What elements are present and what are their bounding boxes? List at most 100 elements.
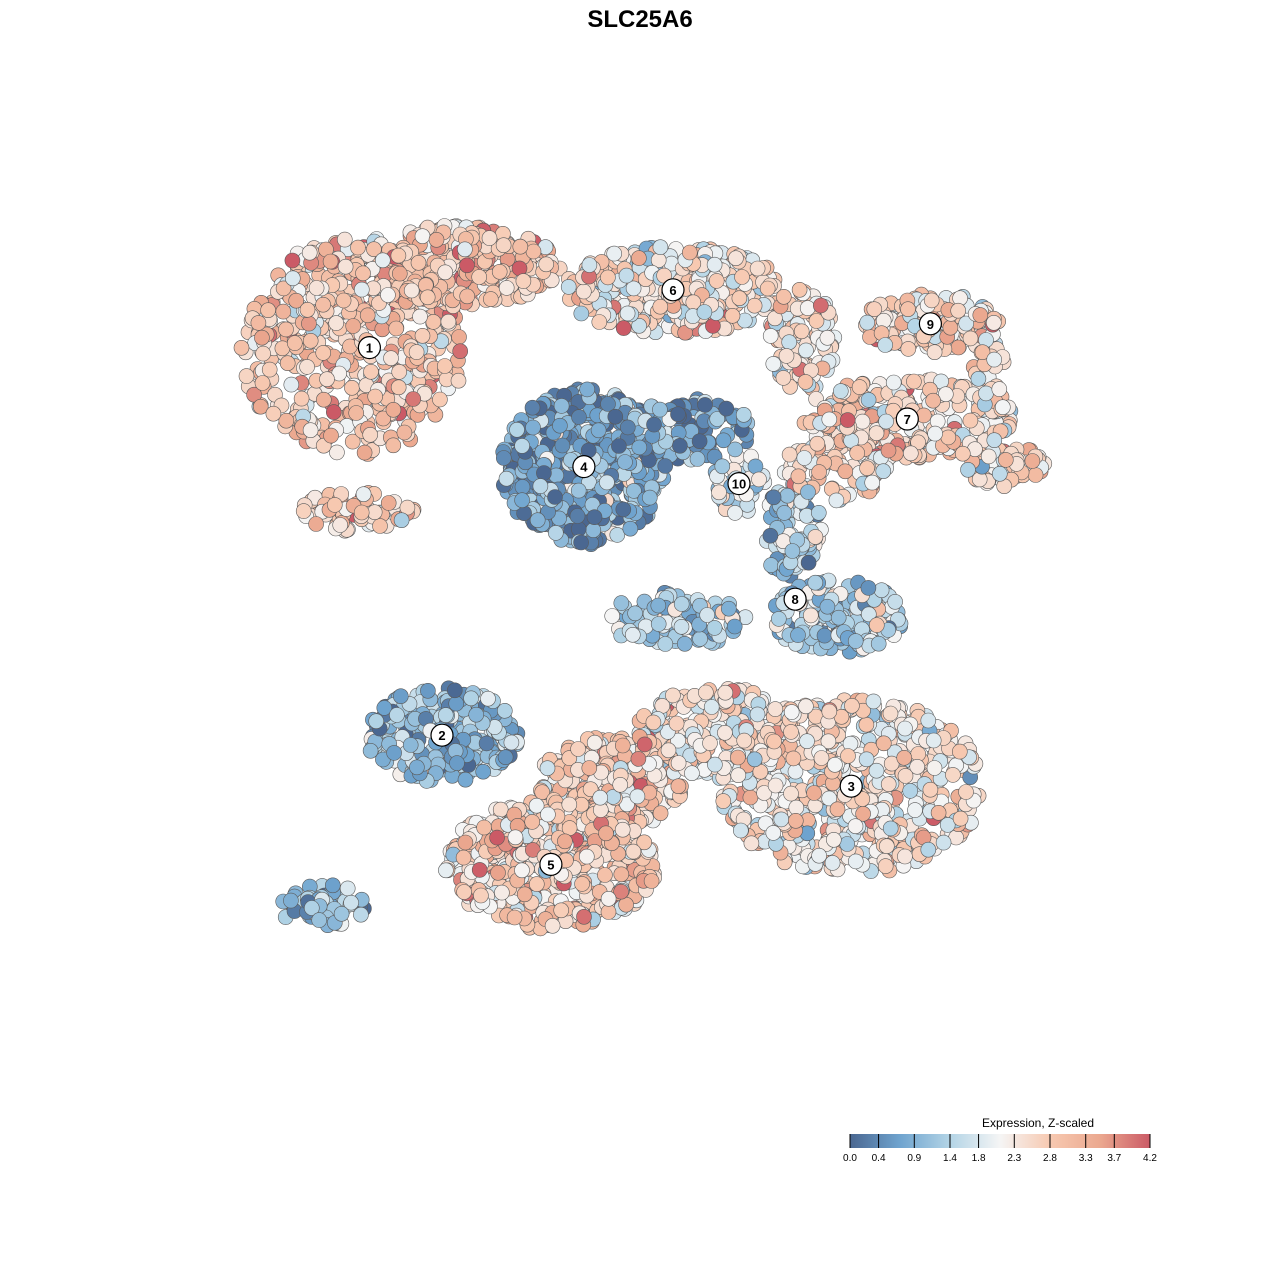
cluster-label-badge (572, 455, 596, 479)
data-point (503, 734, 520, 751)
data-point (598, 825, 614, 842)
data-point (607, 408, 624, 425)
data-point (829, 801, 846, 818)
data-point (860, 580, 877, 596)
data-point (868, 617, 885, 633)
data-point (516, 886, 533, 903)
data-point (412, 308, 428, 325)
cluster-label-text: 5 (547, 857, 554, 872)
data-point (783, 704, 800, 720)
data-point (463, 690, 479, 707)
data-point (860, 606, 877, 623)
data-point (436, 358, 453, 374)
data-point (763, 557, 779, 573)
data-point (254, 375, 271, 391)
data-point (718, 400, 735, 417)
data-point (950, 302, 967, 319)
cluster-label-2: 2 (430, 723, 454, 747)
data-point (706, 620, 723, 636)
data-point (868, 425, 885, 442)
data-point (393, 512, 410, 529)
data-point (260, 302, 276, 319)
data-point (353, 906, 369, 923)
data-point (897, 848, 913, 865)
data-point (390, 247, 407, 264)
data-point (450, 372, 467, 389)
data-point (525, 243, 542, 260)
data-point (672, 437, 688, 454)
data-point (514, 492, 530, 509)
data-point (811, 847, 827, 864)
cluster-label-4: 4 (572, 455, 596, 479)
data-point (591, 314, 608, 330)
data-point (392, 688, 409, 705)
data-point (873, 582, 890, 599)
data-point (781, 446, 798, 463)
data-point (708, 273, 725, 289)
data-point (432, 391, 448, 408)
data-point (339, 880, 356, 897)
data-point (847, 853, 864, 870)
data-point (301, 315, 317, 332)
data-point (356, 444, 373, 461)
data-point (355, 486, 372, 503)
data-point (606, 245, 623, 262)
data-point (574, 876, 590, 892)
data-point (323, 427, 339, 444)
data-point (779, 487, 796, 504)
data-point (497, 749, 514, 766)
data-point (383, 350, 399, 367)
data-point (776, 505, 793, 521)
cluster-label-8: 8 (783, 587, 807, 611)
data-point (322, 253, 339, 270)
data-point (839, 836, 856, 852)
data-point (717, 684, 734, 701)
data-point (278, 321, 294, 338)
data-point (629, 788, 646, 805)
cluster-label-text: 4 (580, 460, 588, 475)
data-point (796, 450, 813, 466)
cluster-label-text: 1 (366, 341, 373, 356)
data-point (532, 478, 549, 494)
data-point (457, 771, 474, 788)
data-point (910, 434, 926, 451)
data-point (473, 887, 489, 904)
cluster-label-10: 10 (727, 472, 751, 496)
data-point (414, 327, 431, 344)
data-point (922, 781, 939, 798)
data-point (742, 789, 759, 806)
data-point (727, 505, 743, 521)
data-point (590, 422, 607, 439)
data-point (859, 460, 875, 477)
cluster-label-text: 7 (904, 412, 911, 427)
data-point (534, 784, 551, 801)
data-point (844, 697, 860, 714)
cluster-label-badge (661, 278, 685, 302)
data-point (875, 463, 892, 480)
data-point (619, 796, 635, 813)
data-point (448, 695, 465, 712)
data-point (600, 396, 616, 412)
data-point (684, 765, 700, 782)
cluster-label-text: 8 (791, 592, 798, 607)
data-point (403, 282, 420, 299)
data-point (952, 810, 969, 827)
data-point (811, 464, 827, 480)
data-point (367, 388, 384, 405)
cluster-label-badge (918, 312, 943, 336)
data-point (770, 611, 787, 627)
data-point (676, 635, 693, 652)
data-point (525, 419, 541, 436)
legend-tick-label: 2.3 (1007, 1153, 1021, 1164)
data-point (799, 733, 815, 750)
data-point (396, 424, 413, 441)
data-point (553, 902, 570, 919)
data-point (570, 741, 586, 757)
data-point (283, 892, 299, 909)
data-point (858, 716, 875, 733)
data-point (711, 484, 727, 501)
data-point (275, 280, 292, 297)
data-point (615, 501, 632, 518)
data-point (743, 835, 760, 852)
data-point (650, 597, 667, 614)
